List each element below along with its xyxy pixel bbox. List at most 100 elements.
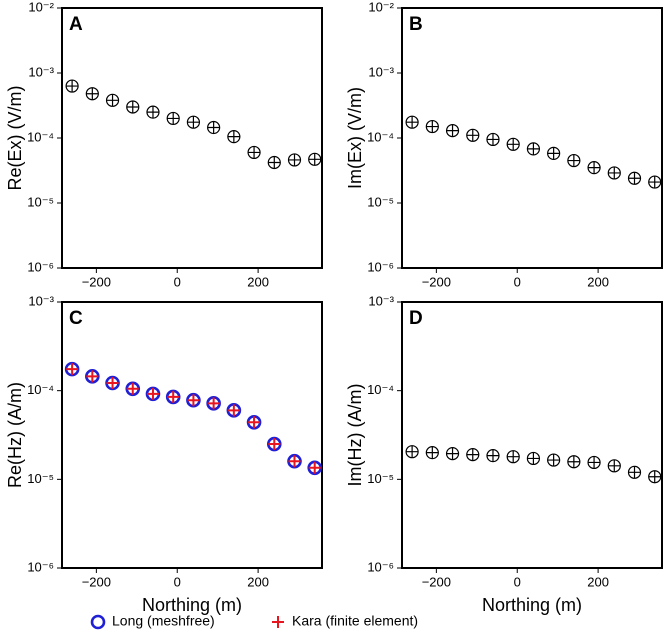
plus-marker <box>648 470 661 483</box>
plus-marker <box>66 363 79 376</box>
plus-marker <box>446 124 459 137</box>
plus-marker <box>207 121 220 134</box>
plot-frame <box>401 301 663 569</box>
plus-marker <box>248 416 261 429</box>
panel: 10⁻⁶ 10⁻⁵ 10⁻⁴ 10⁻³ 10⁻² −200 0 200 A Re(Ex) (V/m… <box>5 0 323 289</box>
y-tick-label: 10⁻⁴ <box>27 382 54 397</box>
plus-marker <box>146 106 159 119</box>
y-tick-label: 10⁻⁴ <box>367 382 394 397</box>
legend-label: Kara (finite element) <box>292 613 418 629</box>
plus-marker <box>486 449 499 462</box>
legend-swatch <box>272 616 284 628</box>
y-tick-label: 10⁻³ <box>368 293 394 308</box>
y-tick-label: 10⁻² <box>28 0 54 14</box>
plot-frame <box>61 301 323 569</box>
y-axis-label: Im(Ex) (V/m) <box>345 87 365 189</box>
plus-marker <box>608 459 621 472</box>
plus-marker <box>507 138 520 151</box>
plus-marker <box>106 94 119 107</box>
plus-marker <box>268 156 281 169</box>
y-axis-label: Re(Hz) (A/m) <box>5 382 25 488</box>
y-tick-label: 10⁻³ <box>368 64 394 79</box>
panel-label: D <box>409 308 423 329</box>
x-tick-label: 0 <box>174 574 181 589</box>
plus-marker <box>248 146 261 159</box>
y-tick-label: 10⁻³ <box>28 64 54 79</box>
y-tick-label: 10⁻⁵ <box>367 194 394 209</box>
plus-marker <box>628 466 641 479</box>
plus-marker <box>308 461 321 474</box>
plus-marker <box>466 448 479 461</box>
x-tick-label: −200 <box>82 274 111 289</box>
plus-marker <box>426 120 439 133</box>
x-tick-label: 200 <box>247 274 269 289</box>
plus-marker <box>268 438 281 451</box>
x-axis-label: Northing (m) <box>482 595 582 615</box>
plus-marker <box>167 112 180 125</box>
x-tick-label: 200 <box>587 574 609 589</box>
x-tick-label: 200 <box>247 574 269 589</box>
plus-marker <box>507 450 520 463</box>
plot-frame <box>61 7 323 269</box>
plus-marker <box>406 445 419 458</box>
plus-marker <box>547 454 560 467</box>
y-tick-label: 10⁻⁶ <box>27 559 54 574</box>
y-tick-label: 10⁻⁶ <box>27 259 54 274</box>
plot-frame <box>401 7 663 269</box>
panel: 10⁻⁶ 10⁻⁵ 10⁻⁴ 10⁻³ −200 0 200 D Im(Hz) (A/m) Nor… <box>345 293 663 615</box>
y-tick-label: 10⁻⁵ <box>367 471 394 486</box>
plus-marker <box>527 142 540 155</box>
y-axis-label: Re(Ex) (V/m) <box>5 86 25 191</box>
panel: 10⁻⁶ 10⁻⁵ 10⁻⁴ 10⁻³ −200 0 200 C Re(Hz) (A/m) Nor… <box>5 293 323 615</box>
panel-label: A <box>69 14 83 35</box>
plus-marker <box>126 382 139 395</box>
y-tick-label: 10⁻⁴ <box>27 129 54 144</box>
x-tick-label: 0 <box>514 274 521 289</box>
legend-label: Long (meshfree) <box>112 613 215 629</box>
plus-marker <box>608 166 621 179</box>
plus-marker <box>207 397 220 410</box>
legend-swatch <box>90 614 106 630</box>
plus-marker <box>466 129 479 142</box>
plus-marker <box>86 87 99 100</box>
x-tick-label: −200 <box>422 574 451 589</box>
plus-marker <box>126 100 139 113</box>
plus-marker <box>308 153 321 166</box>
plus-marker <box>288 153 301 166</box>
x-tick-label: 200 <box>587 274 609 289</box>
plus-marker <box>227 130 240 143</box>
x-tick-label: −200 <box>82 574 111 589</box>
y-tick-label: 10⁻² <box>368 0 394 14</box>
plus-marker <box>406 116 419 129</box>
plus-marker <box>146 387 159 400</box>
plus-marker <box>167 390 180 403</box>
plus-marker <box>187 394 200 407</box>
plus-marker <box>588 161 601 174</box>
plus-marker <box>567 154 580 167</box>
plus-marker <box>106 377 119 390</box>
plus-marker <box>227 404 240 417</box>
plus-marker <box>527 452 540 465</box>
plus-marker <box>567 455 580 468</box>
x-tick-label: 0 <box>174 274 181 289</box>
plus-marker <box>547 147 560 160</box>
y-axis-label: Im(Hz) (A/m) <box>345 384 365 487</box>
plus-marker <box>486 133 499 146</box>
legend: Long (meshfree) Kara (finite element) <box>90 613 418 630</box>
y-tick-label: 10⁻⁴ <box>367 129 394 144</box>
y-tick-label: 10⁻⁶ <box>367 559 394 574</box>
plus-marker <box>588 456 601 469</box>
plus-marker <box>288 455 301 468</box>
plus-marker <box>648 176 661 189</box>
plus-marker <box>426 446 439 459</box>
plus-marker <box>628 172 641 185</box>
y-tick-label: 10⁻³ <box>28 293 54 308</box>
plus-marker <box>187 116 200 129</box>
plus-marker <box>446 447 459 460</box>
panel-label: C <box>69 308 83 329</box>
plus-marker <box>66 80 79 93</box>
x-axis-label: Northing (m) <box>142 595 242 615</box>
x-tick-label: −200 <box>422 274 451 289</box>
panel: 10⁻⁶ 10⁻⁵ 10⁻⁴ 10⁻³ 10⁻² −200 0 200 B Im(Ex) (V/m… <box>345 0 663 289</box>
